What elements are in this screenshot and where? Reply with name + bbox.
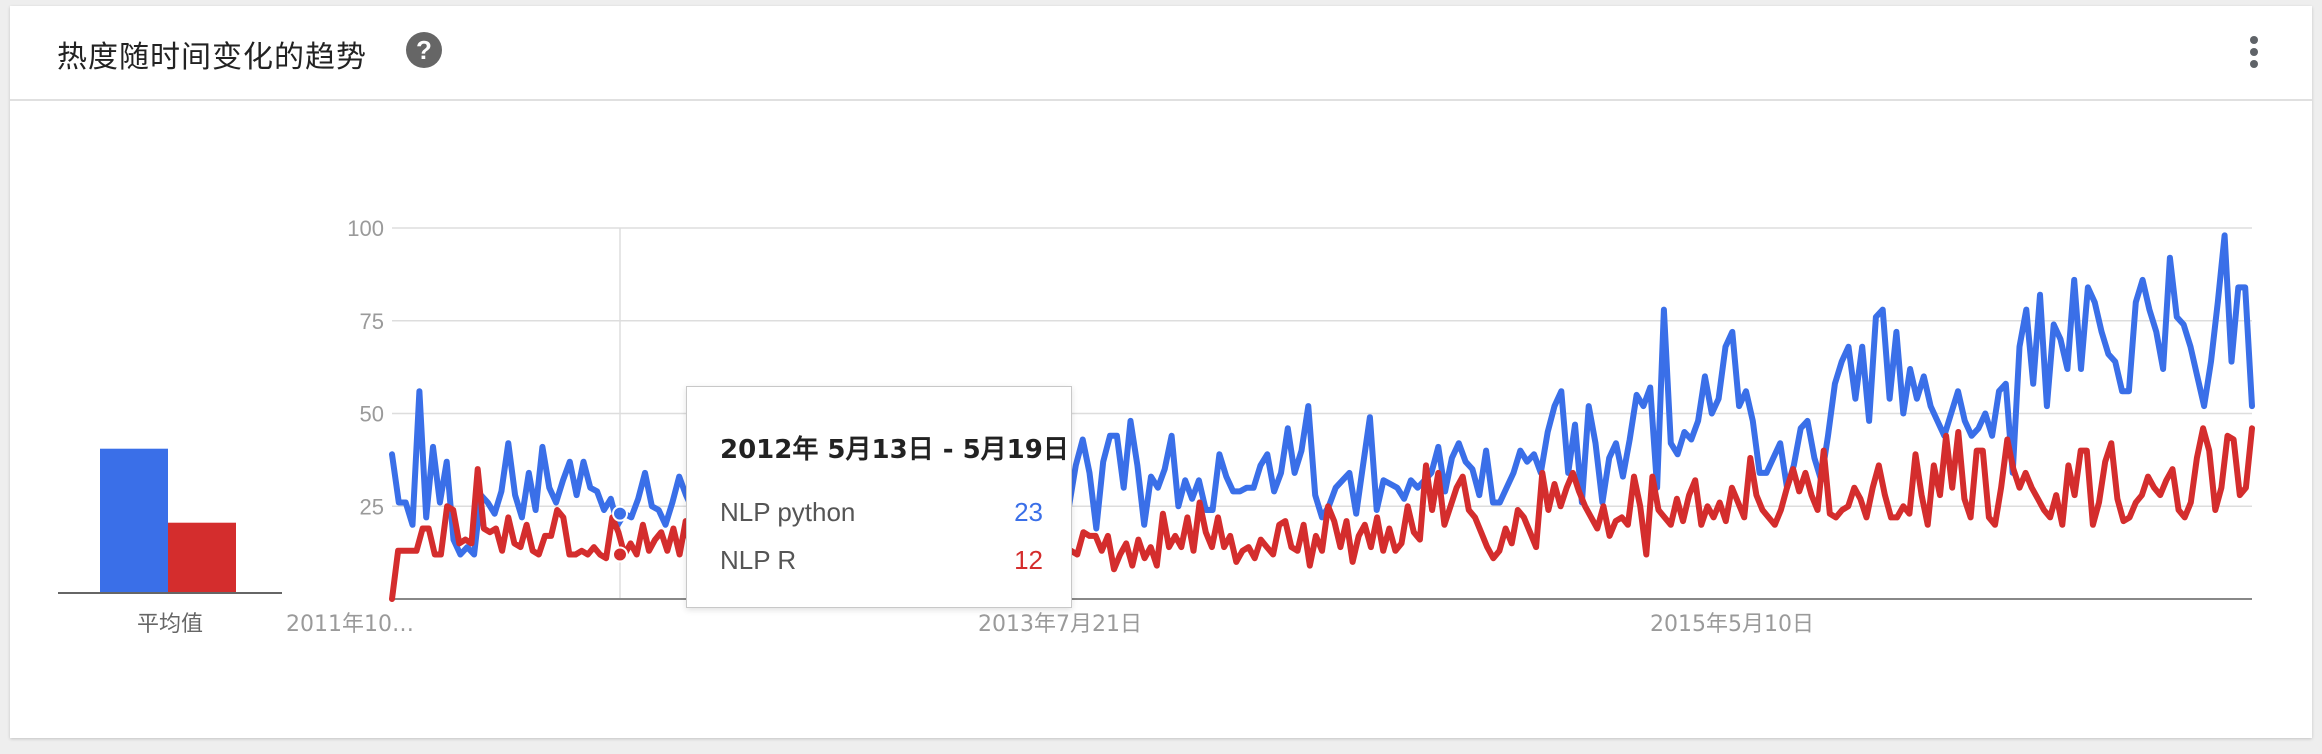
tooltip-series-name: NLP R bbox=[720, 545, 797, 575]
more-vert-icon[interactable] bbox=[2248, 36, 2260, 72]
hover-point bbox=[612, 546, 628, 563]
card-header: 热度随时间变化的趋势 ? bbox=[10, 6, 2312, 101]
y-tick-label: 50 bbox=[360, 402, 384, 427]
trend-card: 热度随时间变化的趋势 ? 平均值 100 75 50 25 2011年10… 2013年7… bbox=[10, 6, 2312, 738]
x-tick-label: 2015年5月10日 bbox=[1650, 612, 1814, 637]
tooltip-date: 2012年 5月13日 - 5月19日 bbox=[720, 435, 1069, 465]
average-bar-python bbox=[100, 448, 168, 593]
average-bars bbox=[58, 448, 282, 594]
x-tick-label: 2013年7月21日 bbox=[978, 612, 1142, 637]
average-label: 平均值 bbox=[136, 612, 203, 637]
hover-point bbox=[612, 505, 628, 522]
y-tick-label: 100 bbox=[347, 216, 384, 241]
y-tick-label: 25 bbox=[360, 494, 384, 519]
tooltip-series-value: 23 bbox=[1014, 497, 1043, 527]
trend-line-chart[interactable]: 100 75 50 25 2011年10… 2013年7月21日 2015年5月10日 bbox=[10, 6, 2312, 738]
y-tick-label: 75 bbox=[360, 309, 384, 334]
average-chart: 平均值 bbox=[58, 446, 298, 646]
tooltip: 2012年 5月13日 - 5月19日 NLP python 23 NLP R … bbox=[686, 386, 1072, 608]
x-tick-label: 2011年10… bbox=[286, 612, 414, 637]
card-title: 热度随时间变化的趋势 bbox=[57, 40, 367, 75]
tooltip-series-name: NLP python bbox=[720, 497, 856, 527]
average-bar-r bbox=[168, 522, 236, 593]
help-icon[interactable]: ? bbox=[406, 32, 442, 68]
tooltip-series-value: 12 bbox=[1014, 545, 1043, 575]
